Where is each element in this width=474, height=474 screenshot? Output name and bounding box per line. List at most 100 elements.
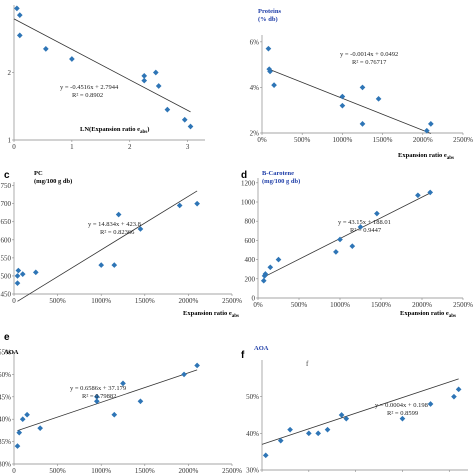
data-point	[94, 393, 100, 400]
y-tick-label: 4%	[250, 84, 260, 92]
data-point	[141, 77, 148, 84]
data-point	[262, 452, 269, 459]
data-point	[339, 102, 346, 109]
x-tick-label: 0	[12, 467, 16, 474]
r2-f: R² = 0.8599	[387, 410, 418, 417]
y-tick-label: 0	[252, 295, 256, 303]
y-tick-label: 800	[245, 218, 256, 226]
r2-a: R² = 0.8902	[72, 92, 103, 99]
data-point	[287, 426, 293, 433]
data-point	[176, 202, 183, 209]
x-tick-label: 1500%	[135, 467, 155, 474]
data-point	[19, 416, 26, 423]
y-axis-title-e: AOA	[4, 349, 19, 356]
data-point	[349, 243, 356, 249]
data-point	[164, 106, 171, 113]
x-axis-title-d: Expansion ratio eabs	[400, 310, 456, 319]
data-point	[14, 5, 20, 12]
data-point	[415, 192, 421, 199]
x-tick-label: 1000%	[330, 301, 350, 309]
data-point	[423, 127, 430, 134]
x-tick-label: 500%	[294, 136, 311, 144]
data-point	[260, 277, 267, 284]
trendline-d	[263, 192, 431, 278]
y-tick-label: 550	[1, 254, 12, 262]
data-point	[37, 425, 43, 431]
data-point	[14, 443, 21, 449]
data-point	[339, 93, 346, 100]
data-point	[111, 411, 118, 418]
panel-c: 450 500 550 600 650 700 750 0 500% 1000% 1500% 2000…	[1, 170, 243, 319]
equation-a: y = -0.4516x + 2.7944	[60, 84, 119, 91]
x-tick-label: 500%	[49, 467, 66, 474]
data-point	[155, 83, 162, 89]
data-point	[94, 398, 100, 405]
panel-label-e: e	[4, 332, 10, 343]
data-point	[152, 69, 159, 76]
equation-b: y = -0.0014x + 0.0492	[340, 51, 398, 58]
panel-f-inner-label: f	[306, 360, 309, 368]
data-point	[399, 415, 406, 422]
y-axis-title-d: B-Carotene	[262, 170, 294, 177]
y-tick-label: 50%	[0, 371, 11, 379]
data-point	[115, 211, 122, 218]
data-point	[187, 123, 194, 130]
equation-e: y = 0.6586x + 37.179	[70, 385, 126, 392]
data-point	[262, 271, 269, 277]
data-point	[181, 371, 187, 378]
data-point	[337, 236, 343, 243]
data-point	[357, 224, 364, 230]
y-tick-label: 6%	[250, 38, 260, 46]
data-point	[98, 262, 105, 268]
data-point	[69, 56, 75, 62]
data-point	[141, 73, 148, 79]
y-axis-title-b: Proteins	[258, 8, 281, 15]
data-point	[265, 45, 272, 52]
y-tick-label: 40%	[246, 430, 259, 438]
panel-e: 30% 35% 40% 45% 50% 55% 0 500% 1000% 1500% 2000% 25…	[0, 332, 242, 474]
y-tick-label: 400	[245, 256, 256, 264]
data-point	[194, 200, 200, 207]
data-point	[427, 401, 434, 407]
r2-b: R² = 0.76717	[352, 59, 387, 66]
y-tick-label: 1	[8, 137, 12, 145]
panel-label-c: c	[4, 170, 10, 181]
data-point	[43, 46, 49, 52]
x-tick-label: 0	[12, 297, 16, 305]
x-tick-label: 3	[186, 143, 190, 151]
panel-label-d: d	[241, 170, 247, 181]
panel-d: 0 200 400 600 800 1000 1200 0% 500% 1000% 1500% 200…	[241, 170, 473, 319]
y-tick-label: 600	[1, 236, 12, 244]
y-axis-title-b: (% db)	[258, 16, 278, 23]
x-axis-title-b: Expansion ratio eabs	[398, 152, 454, 161]
data-point	[32, 269, 39, 276]
x-tick-label: 2	[128, 143, 132, 151]
data-point	[16, 12, 23, 18]
x-tick-label: 2000%	[412, 301, 432, 309]
y-tick-label: 45%	[0, 393, 11, 401]
y-tick-label: 1000	[241, 199, 256, 207]
r2-d: R² = 0.9447	[350, 227, 382, 234]
trendline-f	[261, 378, 459, 445]
data-point	[375, 95, 382, 102]
data-point	[194, 362, 200, 369]
data-point	[324, 426, 331, 433]
x-tick-label: 1500%	[371, 301, 391, 309]
data-point	[14, 273, 21, 279]
data-point	[14, 280, 21, 286]
x-tick-label: 2000%	[178, 297, 198, 305]
data-point	[359, 84, 366, 91]
y-tick-label: 200	[245, 275, 256, 283]
data-point	[315, 430, 322, 437]
data-point	[305, 430, 312, 437]
panel-b: 2% 4% 6% 0% 500% 1000% 1500% 2000% 2500% y = -0.0…	[250, 8, 473, 161]
data-point	[120, 380, 126, 387]
y-tick-label: 2	[8, 69, 12, 77]
x-axis-title-a: LN(Expansion ratio eabs)	[80, 126, 149, 135]
x-tick-label: 1000%	[91, 297, 111, 305]
x-tick-label: 1500%	[135, 297, 155, 305]
data-point	[451, 393, 457, 400]
